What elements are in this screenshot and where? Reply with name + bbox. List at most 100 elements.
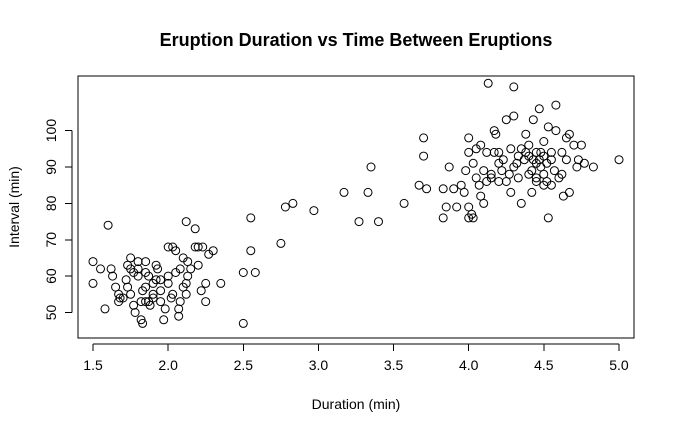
x-tick-label-4: 3.5: [384, 357, 404, 373]
data-point-84: [374, 217, 383, 227]
data-point-30: [144, 271, 154, 281]
data-point-182: [464, 213, 474, 223]
data-point-70: [181, 217, 191, 227]
data-point-122: [497, 166, 507, 176]
data-point-148: [531, 177, 541, 186]
data-point-164: [551, 100, 561, 110]
data-point-114: [483, 78, 493, 88]
data-point-1: [88, 278, 98, 288]
data-point-74: [246, 246, 256, 256]
data-point-140: [524, 140, 534, 150]
x-tick-label-2: 2.5: [234, 357, 254, 373]
data-point-34: [148, 293, 158, 303]
data-point-49: [174, 311, 184, 321]
data-point-41: [160, 304, 170, 314]
data-point-184: [163, 242, 173, 252]
data-point-97: [459, 187, 469, 197]
data-point-72: [238, 318, 248, 328]
data-point-18: [129, 300, 139, 310]
data-point-160: [543, 213, 553, 223]
data-point-45: [168, 289, 178, 299]
y-tick-label-0: 50: [43, 305, 59, 321]
data-point-100: [464, 133, 474, 143]
data-point-145: [528, 115, 538, 125]
data-point-163: [549, 166, 559, 176]
data-point-155: [539, 137, 549, 146]
data-point-116: [486, 173, 496, 183]
data-point-5: [106, 264, 116, 274]
data-point-121: [494, 177, 504, 186]
points-layer: [88, 78, 624, 328]
data-point-190: [521, 147, 531, 157]
data-point-129: [509, 111, 519, 121]
data-point-105: [471, 173, 481, 183]
data-point-103: [468, 213, 478, 223]
data-point-85: [399, 198, 409, 208]
x-axis: 1.5 2.0 2.5 3.0 3.5 4.0 4.5 5.0: [83, 343, 629, 373]
data-point-63: [196, 286, 206, 296]
data-point-39: [156, 297, 166, 307]
data-point-185: [156, 275, 166, 285]
data-point-174: [569, 140, 579, 150]
data-point-14: [126, 253, 136, 263]
data-point-77: [280, 202, 290, 212]
data-point-21: [133, 264, 143, 274]
data-point-104: [468, 158, 478, 168]
data-point-59: [190, 224, 200, 234]
data-point-75: [250, 268, 260, 277]
plot-frame: [77, 75, 635, 339]
y-axis-label: Interval (min): [6, 166, 22, 248]
data-point-89: [422, 184, 432, 194]
x-tick-label-1: 2.0: [158, 357, 178, 373]
data-point-183: [531, 173, 541, 183]
data-point-90: [438, 213, 448, 223]
data-point-110: [479, 198, 489, 208]
data-point-138: [521, 129, 531, 139]
data-point-98: [461, 166, 471, 176]
data-point-162: [546, 147, 556, 157]
data-point-78: [288, 198, 298, 208]
data-point-29: [141, 282, 151, 292]
data-point-50: [175, 297, 185, 307]
data-point-124: [501, 115, 511, 125]
x-tick-label-6: 4.5: [534, 357, 554, 373]
data-point-61: [193, 242, 203, 252]
data-point-123: [498, 155, 508, 165]
data-point-40: [159, 315, 169, 325]
data-point-2: [96, 264, 105, 274]
data-point-62: [193, 260, 203, 270]
x-axis-label: Duration (min): [312, 396, 401, 412]
data-point-188: [174, 304, 184, 314]
data-point-186: [141, 297, 151, 307]
data-point-38: [156, 286, 166, 296]
y-tick-label-2: 70: [43, 232, 59, 248]
data-point-177: [576, 140, 586, 150]
data-point-88: [419, 151, 429, 161]
data-point-109: [476, 140, 486, 150]
data-point-91: [438, 184, 448, 194]
data-point-142: [527, 187, 537, 197]
y-tick-label-4: 90: [43, 159, 59, 175]
y-tick-label-3: 80: [43, 195, 59, 211]
data-point-65: [201, 278, 211, 288]
data-point-25: [138, 318, 148, 328]
x-tick-label-0: 1.5: [83, 357, 103, 373]
data-point-173: [564, 187, 574, 197]
data-point-0: [88, 257, 98, 267]
data-point-86: [414, 180, 424, 190]
data-point-113: [482, 147, 492, 157]
data-point-168: [557, 169, 567, 179]
data-point-108: [476, 191, 486, 201]
data-point-191: [546, 180, 556, 190]
data-point-99: [464, 147, 474, 157]
data-point-189: [123, 260, 133, 270]
data-point-35: [151, 275, 161, 285]
data-point-12: [121, 275, 131, 285]
data-point-58: [186, 264, 196, 274]
x-tick-label-5: 4.0: [459, 357, 479, 373]
data-point-170: [561, 155, 571, 165]
data-point-115: [486, 169, 496, 179]
data-point-94: [449, 184, 459, 194]
data-point-131: [509, 82, 519, 92]
